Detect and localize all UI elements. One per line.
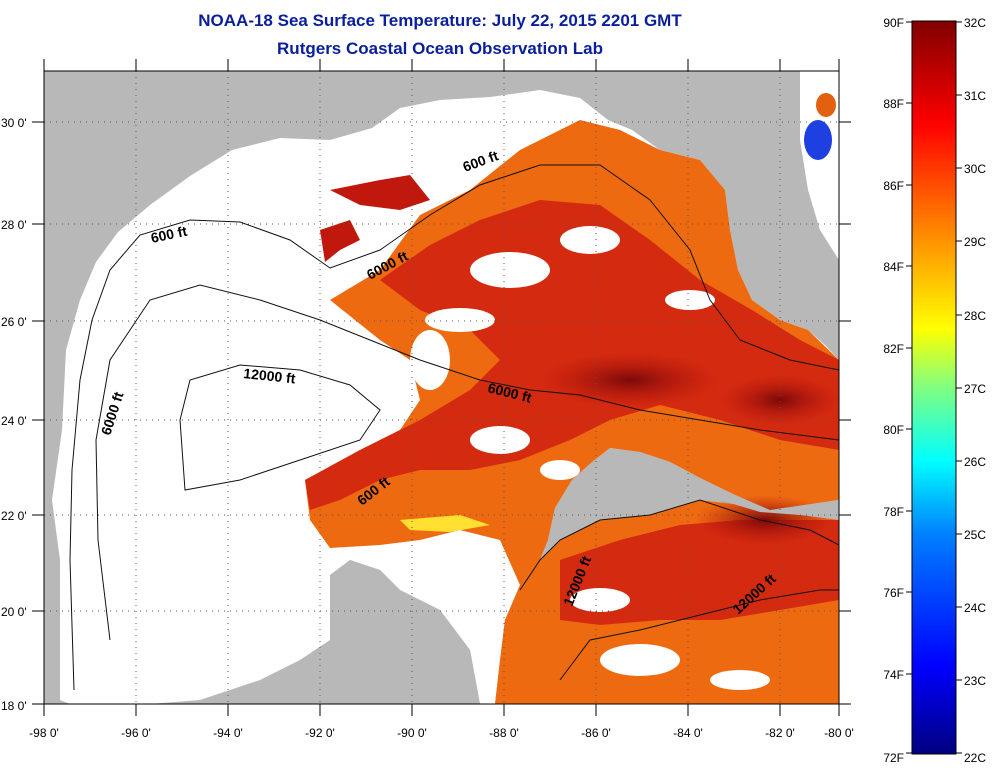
longitude-labels: -98 0' -96 0' -94 0' -92 0' -90 0' -88 0… bbox=[29, 726, 854, 740]
lon-tick-label: -80 0' bbox=[824, 726, 854, 740]
colorbar-c-label: 22C bbox=[964, 751, 986, 765]
cloud-gaps bbox=[410, 226, 770, 690]
colorbar-f-label: 72F bbox=[883, 751, 904, 765]
colorbar-f-label: 84F bbox=[883, 260, 904, 274]
axis-tick-marks bbox=[32, 59, 851, 716]
lat-tick-label: 24 0' bbox=[1, 414, 27, 428]
colorbar-c-label: 26C bbox=[964, 455, 986, 469]
yucatan-land bbox=[330, 560, 480, 704]
lon-tick-label: -84 0' bbox=[673, 726, 703, 740]
colorbar-f-label: 90F bbox=[883, 16, 904, 30]
map-frame bbox=[43, 70, 840, 705]
lat-tick-label: 26 0' bbox=[1, 315, 27, 329]
lat-tick-label: 20 0' bbox=[1, 605, 27, 619]
lat-tick-label: 18 0' bbox=[1, 699, 27, 713]
cuba-land bbox=[610, 448, 839, 520]
lon-tick-label: -86 0' bbox=[581, 726, 611, 740]
lon-tick-label: -90 0' bbox=[397, 726, 427, 740]
contour-label: 600 ft bbox=[149, 223, 188, 246]
colorbar-f-label: 82F bbox=[883, 342, 904, 356]
colorbar-c-label: 30C bbox=[964, 162, 986, 176]
colorbar-c-label: 27C bbox=[964, 382, 986, 396]
lon-tick-label: -96 0' bbox=[121, 726, 151, 740]
colorbar-c-label: 32C bbox=[964, 16, 986, 30]
colorbar-f-label: 88F bbox=[883, 97, 904, 111]
colorbar-f-label: 74F bbox=[883, 668, 904, 682]
lon-tick-label: -94 0' bbox=[213, 726, 243, 740]
colorbar-c-label: 25C bbox=[964, 528, 986, 542]
lat-tick-label: 30 0' bbox=[1, 116, 27, 130]
colorbar-c-label: 24C bbox=[964, 601, 986, 615]
lon-tick-label: -98 0' bbox=[29, 726, 59, 740]
lat-tick-label: 22 0' bbox=[1, 509, 27, 523]
colorbar-c-label: 28C bbox=[964, 309, 986, 323]
sst-field bbox=[305, 93, 839, 704]
colorbar: 90F 88F 86F 84F 82F 80F 78F 76F 74F 72F … bbox=[883, 16, 986, 765]
colorbar-f-label: 86F bbox=[883, 179, 904, 193]
contour-label: 12000 ft bbox=[243, 365, 297, 386]
colorbar-c-label: 31C bbox=[964, 89, 986, 103]
lon-tick-label: -82 0' bbox=[765, 726, 795, 740]
latitude-labels: 18 0' 20 0' 22 0' 24 0' 26 0' 28 0' 30 0… bbox=[1, 116, 27, 713]
atlantic-water bbox=[800, 71, 839, 260]
colorbar-c-label: 29C bbox=[964, 235, 986, 249]
colorbar-ramp bbox=[911, 20, 957, 755]
depth-contours bbox=[69, 164, 839, 691]
map-panel: 600 ft 6000 ft 12000 ft 6000 ft 6000 ft … bbox=[44, 71, 839, 704]
colorbar-c-label: 23C bbox=[964, 674, 986, 688]
colorbar-f-label: 76F bbox=[883, 586, 904, 600]
lon-tick-label: -92 0' bbox=[305, 726, 335, 740]
colorbar-f-label: 78F bbox=[883, 505, 904, 519]
lat-tick-label: 28 0' bbox=[1, 218, 27, 232]
lon-tick-label: -88 0' bbox=[489, 726, 519, 740]
map-title: NOAA-18 Sea Surface Temperature: July 22… bbox=[198, 11, 682, 30]
map-subtitle: Rutgers Coastal Ocean Observation Lab bbox=[277, 39, 603, 58]
colorbar-f-label: 80F bbox=[883, 423, 904, 437]
